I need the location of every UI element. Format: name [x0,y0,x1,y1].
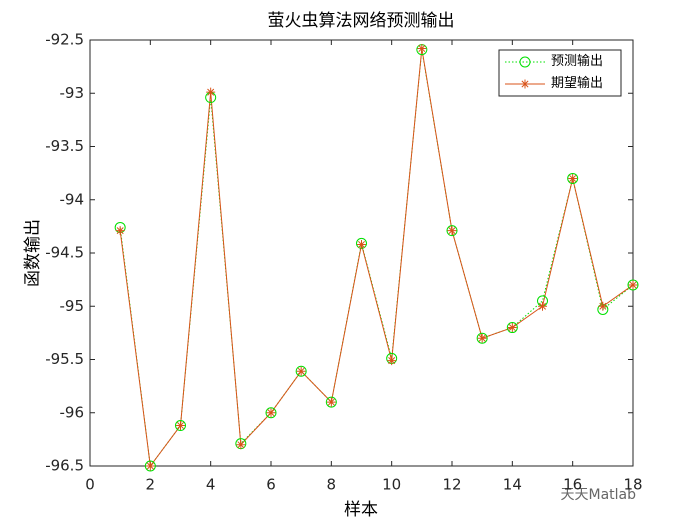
y-tick-label: -95.5 [45,350,84,368]
marker [206,87,216,97]
y-tick-label: -94.5 [45,244,84,262]
x-axis-label: 样本 [344,500,378,519]
plot-area [89,39,634,467]
y-tick-label: -96.5 [45,457,84,475]
marker [477,333,487,343]
marker [538,301,547,311]
marker [447,226,457,236]
marker [145,461,155,471]
x-tick-label: 6 [266,476,276,494]
marker [567,172,579,184]
marker [266,408,276,418]
marker [387,356,397,366]
marker [417,44,427,54]
marker [326,397,336,407]
x-tick-label: 18 [623,476,642,494]
y-tick-label: -93.5 [45,137,84,155]
x-tick-label: 12 [442,476,461,494]
marker [176,421,185,431]
marker [598,301,608,311]
y-tick-label: -92.5 [45,31,84,49]
marker [627,279,639,291]
legend-label: 预测输出 [551,53,603,68]
marker [628,280,638,290]
marker [568,173,578,183]
marker [295,365,307,377]
x-tick-label: 4 [206,476,216,494]
marker [357,239,366,249]
legend-marker [519,56,531,68]
marker [265,407,277,419]
x-tick-label: 8 [327,476,337,494]
marker [507,323,517,333]
series-line [119,48,634,468]
marker [296,366,306,376]
y-axis-label: 函数输出 [23,219,42,287]
chart-title: 萤火虫算法网络预测输出 [268,11,455,30]
x-tick-label: 16 [563,476,582,494]
legend-label: 期望输出 [551,75,603,90]
marker [236,440,246,450]
y-tick-label: -96 [60,403,85,421]
y-tick-label: -94 [60,190,85,208]
watermark: 天天Matlab [560,487,636,503]
legend-marker [520,79,530,89]
y-tick-label: -95 [60,297,85,315]
marker [446,225,458,237]
y-tick-label: -93 [60,84,85,102]
x-tick-label: 0 [85,476,95,494]
marker [506,322,518,334]
x-tick-label: 14 [503,476,522,494]
legend-box [498,49,622,97]
marker [144,460,156,472]
marker [175,420,186,432]
marker [325,396,337,408]
x-tick-label: 2 [146,476,156,494]
marker [476,332,488,344]
marker [115,226,125,236]
x-tick-label: 10 [382,476,401,494]
